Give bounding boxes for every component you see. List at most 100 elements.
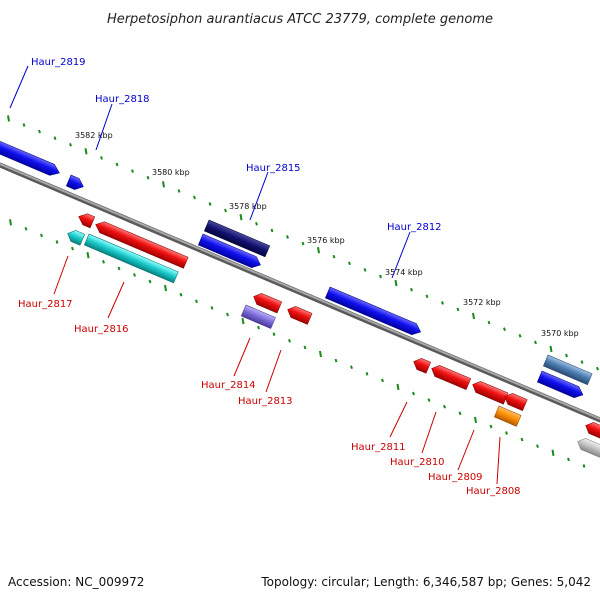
- gene-arrow[interactable]: [65, 228, 86, 246]
- scale-tick: [303, 345, 307, 350]
- scale-tick: [257, 325, 260, 330]
- gene-arrow[interactable]: [93, 219, 189, 269]
- gene-label[interactable]: Haur_2808: [466, 486, 521, 497]
- scale-tick: [489, 424, 493, 429]
- gene-arrow[interactable]: [575, 436, 600, 460]
- scale-tick: [520, 437, 524, 442]
- scale-tick: [86, 252, 90, 259]
- gene-label[interactable]: Haur_2813: [238, 396, 293, 407]
- scale-tick: [441, 301, 444, 305]
- gene-arrow[interactable]: [76, 211, 96, 229]
- scale-tick: [580, 360, 584, 364]
- gene-arrow[interactable]: [285, 304, 313, 325]
- scale-tick: [317, 247, 320, 254]
- scale-tick: [549, 345, 553, 353]
- scale-tick: [71, 246, 74, 251]
- scale-tick: [288, 338, 291, 343]
- gene-label[interactable]: Haur_2809: [428, 472, 483, 483]
- scale-tick: [472, 312, 475, 320]
- gene-arrow[interactable]: [197, 233, 263, 270]
- genome-summary-text: Topology: circular; Length: 6,346,587 bp…: [260, 575, 591, 589]
- scale-tick: [425, 294, 429, 299]
- gene-arrow[interactable]: [470, 379, 509, 405]
- scale-tick: [133, 273, 136, 277]
- scale-tick: [582, 464, 586, 468]
- scale-tick: [148, 279, 152, 284]
- scale-tick: [115, 162, 119, 167]
- scale-ticks-top: [7, 115, 599, 371]
- scale-tick: [24, 226, 28, 231]
- scale-tick: [195, 299, 198, 304]
- gene-arrow[interactable]: [583, 420, 600, 440]
- scale-tick: [22, 123, 26, 127]
- kbp-label: 3578 kbp: [229, 202, 267, 211]
- scale-tick: [379, 274, 382, 279]
- scale-tick: [596, 366, 599, 371]
- scale-tick: [427, 398, 431, 402]
- kbp-label: 3572 kbp: [463, 298, 501, 307]
- scale-tick: [458, 411, 462, 416]
- scale-tick: [131, 169, 134, 173]
- gene-arrow[interactable]: [65, 174, 85, 192]
- scale-tick: [272, 332, 276, 337]
- scale-tick: [410, 287, 413, 292]
- scale-tick: [365, 371, 369, 376]
- scale-tick: [301, 241, 305, 246]
- gene-label[interactable]: Haur_2812: [387, 222, 442, 233]
- scale-tick: [565, 353, 568, 358]
- scale-tick: [456, 307, 460, 312]
- scale-tick: [102, 259, 105, 264]
- gene-arrow[interactable]: [411, 356, 432, 374]
- kbp-label: 3582 kbp: [75, 131, 113, 140]
- scale-tick: [210, 306, 214, 310]
- gene-arrow[interactable]: [429, 363, 472, 391]
- scale-tick: [193, 195, 196, 200]
- kbp-label: 3580 kbp: [152, 168, 190, 177]
- map-title: Herpetosiphon aurantiacus ATCC 23779, co…: [107, 12, 493, 27]
- gene-arrow[interactable]: [203, 219, 271, 258]
- gene-arrow[interactable]: [324, 286, 423, 338]
- kbp-label: 3576 kbp: [307, 236, 345, 245]
- scale-tick: [505, 431, 508, 435]
- scale-tick: [7, 115, 10, 122]
- scale-tick: [241, 317, 245, 325]
- gene-arrow[interactable]: [0, 136, 62, 179]
- gene-label[interactable]: Haur_2810: [390, 457, 445, 468]
- scale-tick: [334, 358, 338, 363]
- scale-tick: [38, 129, 41, 134]
- scale-tick: [100, 156, 103, 160]
- gene-arrow[interactable]: [83, 233, 179, 284]
- gene-label[interactable]: Haur_2819: [31, 57, 86, 68]
- gene-label[interactable]: Haur_2818: [95, 94, 150, 105]
- scale-tick: [332, 254, 336, 259]
- scale-tick: [487, 320, 491, 325]
- gene-label[interactable]: Haur_2815: [246, 163, 301, 174]
- gene-label[interactable]: Haur_2814: [201, 380, 256, 391]
- scale-tick: [443, 404, 446, 409]
- gene-arrow[interactable]: [536, 370, 585, 400]
- scale-tick: [239, 214, 243, 221]
- gene-arrow[interactable]: [502, 391, 528, 411]
- gene-arrow[interactable]: [240, 304, 276, 329]
- scale-tick: [146, 175, 150, 180]
- gene-labels-top: Haur_2819 Haur_2818 Haur_2815 Haur_2812: [31, 57, 442, 233]
- scale-tick: [518, 333, 522, 338]
- genome-backbone: [0, 162, 600, 423]
- label-leaders-bottom: [53, 255, 501, 485]
- scale-ticks-bottom: [9, 219, 586, 468]
- gene-label[interactable]: Haur_2817: [18, 299, 73, 310]
- scale-tick: [84, 148, 88, 155]
- scale-tick: [40, 233, 43, 238]
- scale-tick: [534, 340, 537, 345]
- accession-text: Accession: NC_009972: [8, 575, 144, 589]
- scale-tick: [226, 312, 229, 317]
- gene-arrow[interactable]: [251, 291, 283, 314]
- scale-tick: [69, 142, 72, 147]
- gene-arrow[interactable]: [542, 354, 593, 386]
- scale-tick: [551, 449, 555, 456]
- gene-label[interactable]: Haur_2811: [351, 442, 406, 453]
- gene-label[interactable]: Haur_2816: [74, 324, 129, 335]
- gene-arrow[interactable]: [493, 405, 522, 427]
- scale-tick: [53, 136, 57, 141]
